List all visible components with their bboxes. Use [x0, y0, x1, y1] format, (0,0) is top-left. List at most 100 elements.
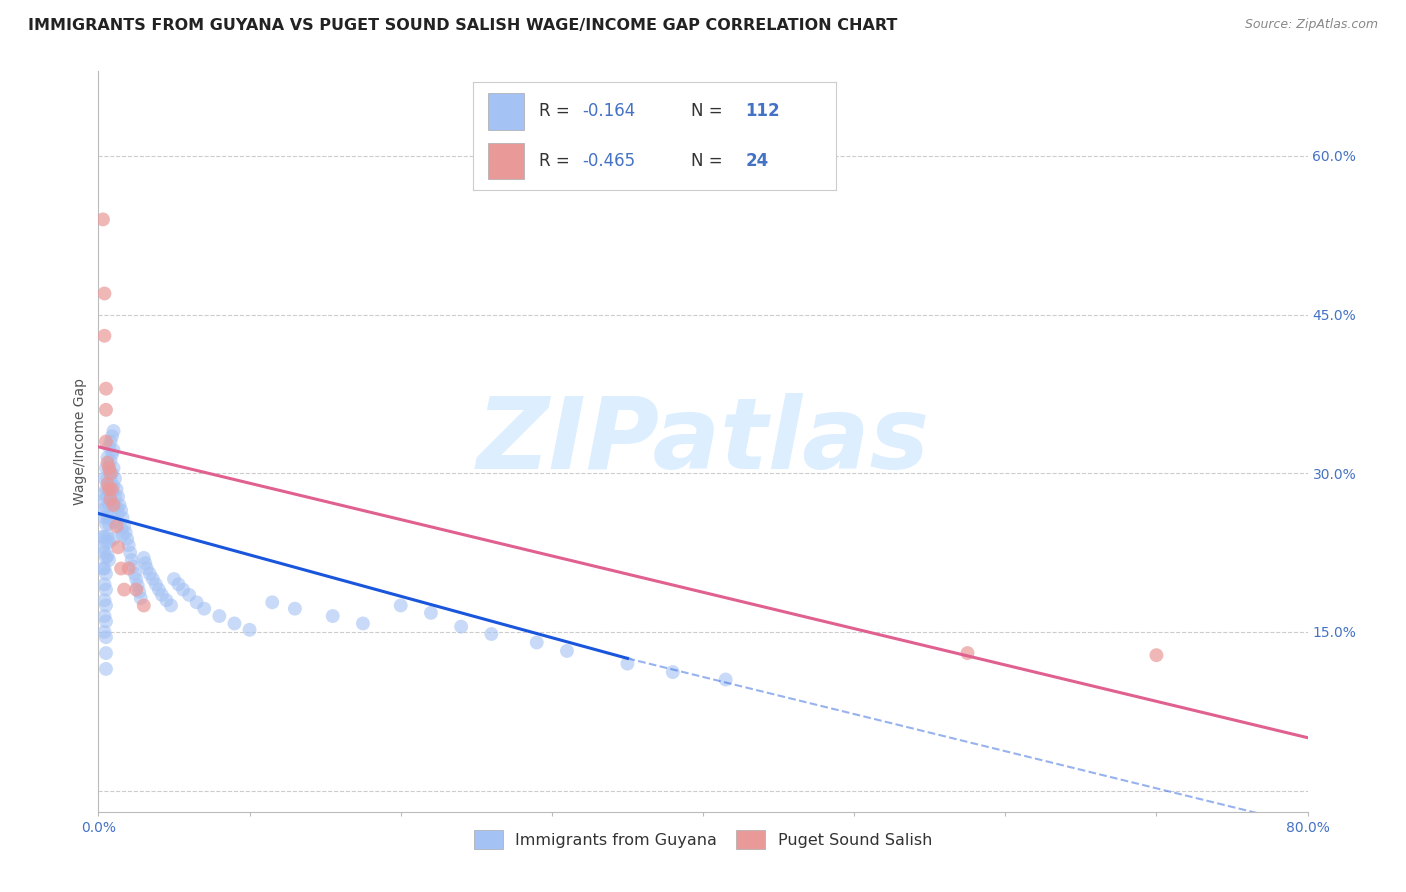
Point — [100, 491, 122, 506]
Point — [103, 479, 125, 493]
Point — [93, 472, 115, 486]
Point — [114, 525, 136, 540]
Point — [239, 623, 262, 637]
Point — [956, 646, 979, 660]
Point — [100, 434, 122, 449]
Point — [91, 541, 114, 555]
Point — [93, 593, 115, 607]
Point — [150, 588, 173, 602]
Point — [94, 615, 117, 629]
Point — [94, 662, 117, 676]
Point — [101, 429, 124, 443]
Point — [107, 490, 129, 504]
Point — [93, 577, 115, 591]
Point — [125, 572, 148, 586]
Point — [104, 472, 127, 486]
Point — [103, 515, 125, 529]
Point — [481, 627, 503, 641]
Point — [122, 559, 145, 574]
Point — [103, 424, 125, 438]
Point — [100, 467, 122, 481]
Point — [172, 582, 194, 597]
Point — [91, 212, 114, 227]
Point — [94, 535, 117, 549]
Point — [91, 561, 114, 575]
Point — [616, 657, 638, 671]
Point — [93, 510, 115, 524]
Point — [94, 582, 117, 597]
Point — [167, 577, 190, 591]
Point — [94, 599, 117, 613]
Text: Source: ZipAtlas.com: Source: ZipAtlas.com — [1244, 18, 1378, 31]
Point — [94, 630, 117, 644]
Point — [103, 532, 125, 546]
Point — [124, 566, 146, 581]
Point — [526, 635, 548, 649]
Point — [118, 561, 141, 575]
Point — [134, 556, 156, 570]
Point — [93, 624, 115, 639]
Point — [91, 503, 114, 517]
Point — [262, 595, 284, 609]
Y-axis label: Wage/Income Gap: Wage/Income Gap — [73, 378, 87, 505]
Point — [93, 530, 115, 544]
Point — [103, 498, 125, 512]
Point — [148, 582, 170, 597]
Point — [98, 461, 121, 475]
Point — [193, 601, 215, 615]
Point — [132, 599, 155, 613]
Point — [94, 402, 117, 417]
Point — [107, 507, 129, 521]
Point — [155, 593, 177, 607]
Point — [186, 595, 208, 609]
Point — [105, 519, 128, 533]
Point — [103, 498, 125, 512]
Point — [112, 519, 135, 533]
Point — [98, 461, 121, 475]
Point — [111, 510, 134, 524]
Point — [1144, 648, 1167, 663]
Point — [93, 546, 115, 560]
Point — [224, 616, 246, 631]
Point — [120, 546, 142, 560]
Legend: Immigrants from Guyana, Puget Sound Salish: Immigrants from Guyana, Puget Sound Sali… — [467, 823, 939, 855]
Point — [107, 541, 129, 555]
Point — [100, 510, 122, 524]
Point — [112, 582, 135, 597]
Point — [98, 482, 121, 496]
Point — [145, 577, 167, 591]
Point — [98, 479, 121, 493]
Point — [115, 532, 138, 546]
Point — [118, 538, 141, 552]
Point — [94, 500, 117, 515]
Point — [96, 472, 118, 486]
Point — [132, 550, 155, 565]
Point — [98, 498, 121, 512]
Point — [420, 606, 443, 620]
Point — [96, 549, 118, 563]
Point — [135, 561, 157, 575]
Point — [96, 456, 118, 470]
Point — [104, 490, 127, 504]
Point — [94, 434, 117, 449]
Point — [94, 382, 117, 396]
Point — [129, 591, 152, 605]
Point — [101, 485, 124, 500]
Point — [94, 461, 117, 475]
Point — [96, 490, 118, 504]
Point — [93, 492, 115, 507]
Point — [160, 599, 183, 613]
Text: IMMIGRANTS FROM GUYANA VS PUGET SOUND SALISH WAGE/INCOME GAP CORRELATION CHART: IMMIGRANTS FROM GUYANA VS PUGET SOUND SA… — [28, 18, 897, 33]
Point — [103, 442, 125, 457]
Point — [94, 646, 117, 660]
Point — [98, 516, 121, 531]
Point — [121, 553, 143, 567]
Point — [101, 447, 124, 461]
Point — [94, 482, 117, 496]
Point — [661, 665, 683, 679]
Point — [179, 588, 201, 602]
Point — [105, 482, 128, 496]
Point — [125, 582, 148, 597]
Point — [163, 572, 186, 586]
Point — [91, 487, 114, 501]
